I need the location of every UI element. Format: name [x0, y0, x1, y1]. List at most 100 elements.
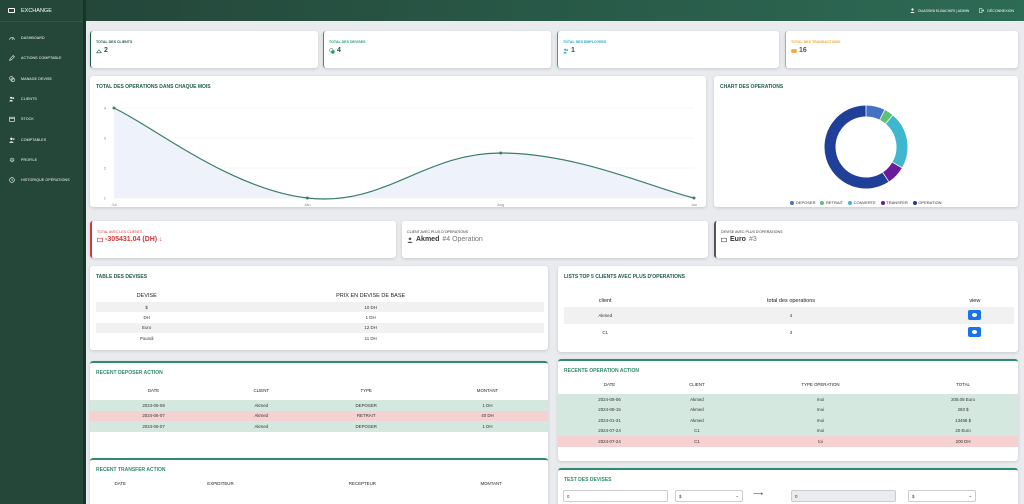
- legend-item-converte[interactable]: CONVERTE: [848, 200, 876, 205]
- legend-item-transfer[interactable]: TRANSFER: [880, 200, 908, 205]
- slice-separator: [882, 172, 890, 182]
- donut-slice-operation: [824, 105, 889, 189]
- dashboard: TOTAL DES CLIENTS 2 TOTAL DES DEVISES 4 TOTA…: [86, 21, 1024, 504]
- legend-label: TRANSFER: [886, 200, 908, 205]
- table-row: DH 1 DH: [96, 312, 544, 322]
- test-title: TEST DES DEVISES: [564, 477, 612, 483]
- money-icon: [97, 237, 103, 242]
- legend-item-retrait[interactable]: RETRAIT: [820, 200, 843, 205]
- x-tick-label: Jun: [691, 202, 697, 207]
- sidebar-item-label: HISTORIQUE OPÉRATIONS: [21, 178, 70, 183]
- devise-price: 10 DH: [197, 302, 544, 313]
- cell: 2024-06-07: [90, 421, 218, 432]
- cell: DEPOSER: [305, 400, 427, 411]
- cell: 2024-08-15: [558, 404, 662, 415]
- legend-swatch: [880, 200, 885, 205]
- client-ops-count: 3: [789, 330, 793, 335]
- sidebar-item-profile[interactable]: PROFILE: [0, 150, 83, 170]
- brand[interactable]: EXCHANGE: [0, 0, 83, 22]
- employees-icon: [563, 48, 569, 53]
- coins-icon: [9, 76, 15, 82]
- user-plus-icon: [9, 137, 15, 143]
- user-menu[interactable]: OUASSINI ELBACHIRI | ADMIN: [910, 8, 969, 13]
- top-devise-card: DEVISE AVEC PLUS D'OPERATIONS Euro #3: [714, 221, 1018, 258]
- stat-value-row: 2: [96, 47, 108, 54]
- stat-value: 2: [104, 47, 108, 54]
- top-client-value-row: Akmed #4 Operation: [407, 236, 483, 243]
- top-client-name: Akmed: [416, 236, 440, 243]
- sidebar: EXCHANGE DASHBOARD ACTIONS COMPTABLE MANAG…: [0, 0, 86, 504]
- cell: 208.08 Euro: [908, 394, 1018, 405]
- gear-icon: [9, 157, 15, 163]
- currency-select-to[interactable]: $ ⌄: [908, 490, 976, 502]
- y-tick-label: 3: [104, 136, 107, 141]
- slice-separator: [892, 161, 903, 169]
- cell: C1: [661, 436, 733, 447]
- table-row: $10 DH: [96, 302, 544, 313]
- stat-label: TOTAL DES DEVISES: [329, 40, 366, 44]
- cell: Akmed: [661, 394, 733, 405]
- sidebar-item-label: CLIENTS: [21, 97, 37, 102]
- sidebar-item-label: MANAGE DEVISE: [21, 76, 53, 81]
- donut-slice-converte: [885, 115, 908, 168]
- legend-swatch: [912, 200, 917, 205]
- stat-label: TOTAL DES TRANSACTIONS: [791, 40, 841, 44]
- col-view: view: [969, 298, 981, 304]
- sidebar-item-actions-comptable[interactable]: ACTIONS COMPTABLE: [0, 48, 83, 68]
- table-row: 2024-06-08 Akmed DEPOSER 1 DH: [90, 400, 548, 411]
- legend-item-deposer[interactable]: DEPOSER: [790, 200, 815, 205]
- currency-from-value: $: [679, 493, 682, 499]
- cell: toi: [732, 436, 909, 447]
- client-name: C1: [602, 330, 608, 335]
- sidebar-item-stock[interactable]: STOCK: [0, 109, 83, 129]
- legend-label: DEPOSER: [795, 200, 816, 205]
- legend-item-operation[interactable]: OPERATION: [912, 200, 942, 205]
- devise-name: Euro: [96, 322, 198, 333]
- table-row: Poundi 11 DH: [96, 333, 544, 343]
- devise-name: Poundi: [139, 335, 154, 341]
- line-series: [113, 107, 695, 200]
- col-montant: MONTANT: [480, 480, 502, 486]
- cell: C1: [661, 425, 733, 436]
- y-tick-label: 1: [104, 196, 107, 201]
- transfer-title: RECENT TRANSFER ACTION: [96, 467, 166, 473]
- stat-value-row: 1: [563, 47, 575, 54]
- arrow-down-icon: ↓: [159, 236, 163, 243]
- col-montant: MONTANT: [476, 387, 499, 393]
- sidebar-item-historique-opérations[interactable]: HISTORIQUE OPÉRATIONS: [0, 170, 83, 190]
- sidebar-item-comptables[interactable]: COMPTABLES: [0, 129, 83, 149]
- converted-output: 0: [791, 490, 896, 502]
- devise-price: 1 DH: [365, 314, 376, 320]
- sidebar-item-label: DASHBOARD: [21, 36, 45, 41]
- table-row: 2024-07-24 C1 toi 200 DH: [558, 436, 1018, 447]
- total-clients-value-row: -305431.04 (DH) ↓: [97, 236, 163, 243]
- stat-value: 1: [571, 47, 575, 54]
- stat-card-clients: TOTAL DES CLIENTS 2: [90, 31, 318, 68]
- col-recepteur: RECEPTEUR: [348, 480, 376, 486]
- legend-label: RETRAIT: [825, 200, 844, 205]
- view-button[interactable]: [968, 310, 982, 320]
- x-tick-label: Aug: [497, 202, 504, 207]
- chevron-down-icon: ⌄: [735, 493, 739, 498]
- sidebar-item-clients[interactable]: CLIENTS: [0, 89, 83, 109]
- view-button[interactable]: [968, 327, 982, 337]
- logout-button[interactable]: DÉCONNEXION: [979, 8, 1014, 13]
- table-row: Euro 12 DH: [96, 322, 544, 333]
- sidebar-item-label: ACTIONS COMPTABLE: [21, 56, 62, 61]
- cell: RETRAIT: [305, 410, 427, 421]
- sidebar-item-manage-devise[interactable]: MANAGE DEVISE: [0, 69, 83, 89]
- currency-select-from[interactable]: $ ⌄: [675, 490, 743, 502]
- amount-input[interactable]: 0: [563, 490, 668, 502]
- gauge-icon: [9, 37, 15, 41]
- cell: 20 Euro: [908, 425, 1018, 436]
- total-clients-label: TOTAL AVEC LES CLIENTS: [97, 230, 143, 234]
- doughnut-chart: [824, 105, 908, 189]
- logout-label: DÉCONNEXION: [987, 8, 1014, 13]
- devises-table: DEVISE PRIX EN DEVISE DE BASE $10 DH DH 1 D…: [96, 290, 544, 343]
- history-icon: [9, 177, 15, 183]
- legend-swatch: [848, 200, 853, 205]
- client-name: Akmed: [564, 307, 647, 324]
- chart-legend: DEPOSER RETRAIT CONVERTE TRANSFER OPERATION: [714, 200, 1018, 205]
- sidebar-item-dashboard[interactable]: DASHBOARD: [0, 28, 83, 48]
- arrow-right-icon: ⟶: [753, 491, 764, 498]
